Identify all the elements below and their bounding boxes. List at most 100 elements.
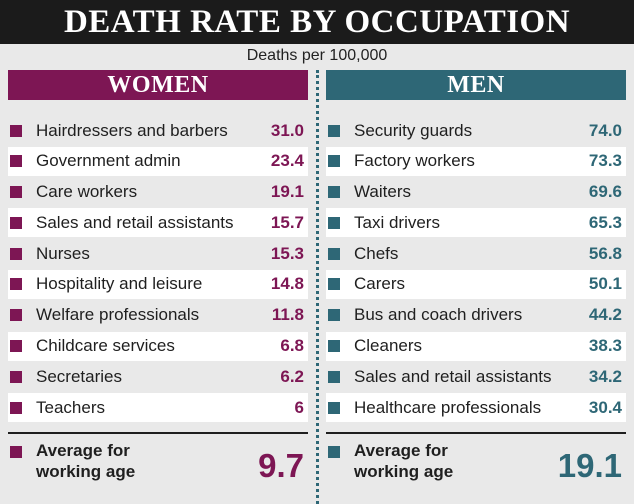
men-average-label: Average for working age [354, 440, 558, 482]
center-divider [316, 70, 319, 504]
men-average: Average for working age 19.1 [326, 440, 626, 496]
men-row-label: Factory workers [354, 151, 475, 171]
women-row-swatch [10, 370, 22, 383]
women-row-swatch [10, 309, 22, 322]
women-row-swatch [10, 278, 22, 291]
women-row-value: 14.8 [270, 274, 304, 294]
men-row-label: Bus and coach drivers [354, 305, 523, 325]
men-row-value: 34.2 [588, 366, 622, 386]
men-average-separator [326, 432, 626, 434]
women-row-value: 15.3 [270, 243, 304, 263]
men-row-value: 38.3 [588, 336, 622, 356]
men-row-value: 56.8 [588, 243, 622, 263]
men-row-label: Cleaners [354, 336, 423, 356]
women-panel: WOMEN Hairdressers and barbers 31.0 Govern… [8, 70, 308, 424]
men-row-label: Sales and retail assistants [354, 366, 552, 386]
men-row: Sales and retail assistants 34.2 [326, 362, 626, 391]
men-average-label-line1: Average for [354, 441, 448, 460]
women-row-value: 6 [294, 397, 304, 417]
men-row-swatch [328, 155, 340, 168]
women-row-value: 6.2 [280, 366, 304, 386]
women-row-swatch [10, 216, 22, 229]
women-row-label: Government admin [36, 151, 181, 171]
women-row-value: 11.8 [271, 305, 304, 325]
women-row: Sales and retail assistants 15.7 [8, 208, 308, 238]
women-row: Hospitality and leisure 14.8 [8, 269, 308, 299]
men-row-swatch [328, 370, 340, 383]
chart-title: DEATH RATE BY OCCUPATION [0, 0, 634, 44]
men-row-value: 50.1 [588, 274, 622, 294]
women-row-label: Hairdressers and barbers [36, 120, 228, 140]
women-row: Teachers 6 [8, 393, 308, 423]
women-row-label: Sales and retail assistants [36, 212, 234, 232]
women-average-separator [8, 432, 308, 434]
women-row-swatch [10, 155, 22, 168]
women-row-label: Secretaries [36, 366, 122, 386]
women-average-label-line2: working age [36, 462, 136, 481]
women-row-value: 19.1 [270, 182, 304, 202]
women-row-swatch [10, 124, 22, 137]
men-row: Factory workers 73.3 [326, 146, 626, 176]
women-row-label: Childcare services [36, 336, 175, 356]
men-rows: Security guards 74.0 Factory workers 73.3 Wa… [326, 116, 626, 423]
women-row-label: Hospitality and leisure [36, 274, 203, 294]
women-row-label: Teachers [36, 397, 105, 417]
men-row: Taxi drivers 65.3 [326, 208, 626, 238]
men-row-label: Chefs [354, 243, 399, 263]
women-row: Government admin 23.4 [8, 146, 308, 176]
men-row-swatch [328, 186, 340, 199]
men-average-swatch [328, 446, 340, 458]
women-row-value: 6.8 [280, 336, 304, 356]
men-row: Healthcare professionals 30.4 [326, 393, 626, 423]
women-row-swatch [10, 401, 22, 414]
men-row-swatch [328, 247, 340, 260]
women-row-swatch [10, 186, 22, 199]
women-row-label: Welfare professionals [36, 305, 200, 325]
men-row: Bus and coach drivers 44.2 [326, 301, 626, 330]
women-row-value: 15.7 [270, 212, 304, 232]
men-row: Chefs 56.8 [326, 239, 626, 268]
men-row-label: Healthcare professionals [354, 397, 542, 417]
women-rows: Hairdressers and barbers 31.0 Government a… [8, 116, 308, 423]
women-row: Childcare services 6.8 [8, 331, 308, 361]
men-panel: MEN Security guards 74.0 Factory workers 73… [326, 70, 626, 424]
men-row-swatch [328, 124, 340, 137]
men-header: MEN [326, 70, 626, 100]
women-row-value: 23.4 [270, 151, 304, 171]
men-row-swatch [328, 309, 340, 322]
women-row: Hairdressers and barbers 31.0 [8, 116, 308, 145]
men-row: Cleaners 38.3 [326, 331, 626, 361]
men-row-swatch [328, 401, 340, 414]
men-row-value: 65.3 [588, 212, 622, 232]
men-row: Carers 50.1 [326, 269, 626, 299]
women-average-value: 9.7 [258, 447, 304, 484]
men-row: Waiters 69.6 [326, 178, 626, 207]
women-row-swatch [10, 247, 22, 260]
men-average-label-line2: working age [354, 462, 454, 481]
women-row: Secretaries 6.2 [8, 362, 308, 391]
women-row: Care workers 19.1 [8, 178, 308, 207]
women-average-label: Average for working age [36, 440, 258, 482]
women-average-label-line1: Average for [36, 441, 130, 460]
men-row-swatch [328, 340, 340, 353]
women-row-label: Care workers [36, 182, 138, 202]
women-average: Average for working age 9.7 [8, 440, 308, 496]
men-row-value: 73.3 [588, 151, 622, 171]
men-row-value: 74.0 [588, 120, 622, 140]
women-row-swatch [10, 340, 22, 353]
men-row-swatch [328, 216, 340, 229]
men-row-value: 69.6 [588, 182, 622, 202]
men-row-label: Waiters [354, 182, 411, 202]
men-row-label: Taxi drivers [354, 212, 440, 232]
women-header: WOMEN [8, 70, 308, 100]
men-row-value: 30.4 [588, 397, 622, 417]
women-average-swatch [10, 446, 22, 458]
women-row-label: Nurses [36, 243, 90, 263]
women-row: Nurses 15.3 [8, 239, 308, 268]
men-average-value: 19.1 [557, 447, 622, 484]
men-row-label: Security guards [354, 120, 473, 140]
women-row-value: 31.0 [270, 120, 304, 140]
chart-subtitle: Deaths per 100,000 [246, 47, 388, 64]
women-row: Welfare professionals 11.8 [8, 301, 308, 330]
men-row-label: Carers [354, 274, 406, 294]
